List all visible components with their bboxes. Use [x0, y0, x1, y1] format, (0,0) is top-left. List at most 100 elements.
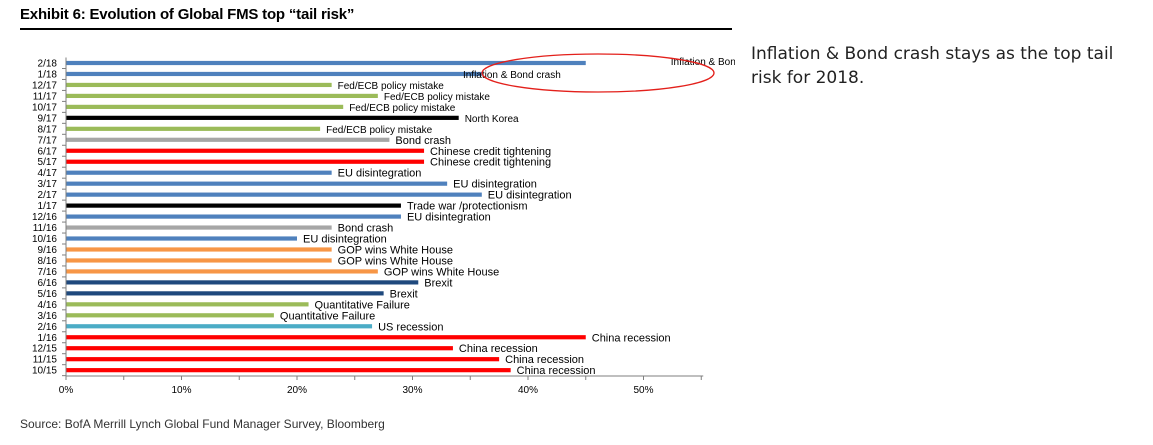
date-tick-label: 5/16: [38, 289, 58, 300]
date-tick-label: 12/17: [32, 80, 57, 91]
x-tick-label: 50%: [633, 385, 653, 396]
bar: [66, 313, 274, 318]
bar: [66, 148, 425, 153]
bar-label: Trade war /protectionism: [407, 201, 528, 213]
bar-label: China recession: [459, 343, 538, 355]
date-tick-label: 11/17: [33, 91, 58, 102]
date-tick-label: 8/16: [38, 256, 58, 267]
date-tick-label: 8/17: [38, 124, 58, 135]
bar-label: Bond crash: [338, 223, 394, 235]
x-tick-label: 10%: [171, 385, 191, 396]
date-tick-label: 5/17: [38, 157, 58, 168]
bar: [66, 170, 332, 175]
bar-label: GOP wins White House: [338, 255, 453, 267]
bar-label: Inflation & Bond crash: [671, 57, 735, 68]
bar: [66, 335, 586, 340]
bar-label: Chinese credit tightening: [430, 146, 551, 158]
title-rule: [20, 28, 732, 30]
bars-layer: 2/18 Inflation & Bond crash 1/18 Inflation …: [32, 57, 735, 377]
date-tick-label: 11/16: [33, 223, 58, 234]
bar: [66, 324, 373, 329]
bar-label: Brexit: [390, 288, 418, 300]
date-tick-label: 4/17: [38, 168, 58, 179]
date-tick-label: 9/16: [38, 245, 58, 256]
bar-label: Quantitative Failure: [280, 310, 375, 322]
date-tick-label: 4/16: [38, 300, 58, 311]
bar-label: Chinese credit tightening: [430, 157, 551, 169]
side-note: Inflation & Bond crash stays as the top …: [751, 44, 1114, 88]
bar: [66, 82, 332, 88]
bar-label: Fed/ECB policy mistake: [338, 81, 445, 92]
highlight-ellipse: [481, 53, 715, 93]
bar-label: US recession: [378, 321, 443, 333]
bar: [66, 203, 401, 208]
x-tick-label: 20%: [287, 385, 307, 396]
bar: [66, 159, 425, 164]
date-tick-label: 2/18: [38, 59, 58, 70]
x-axis: 0% 10% 20% 30% 40% 50%: [59, 57, 704, 396]
date-tick-label: 1/16: [38, 333, 58, 344]
bar: [66, 137, 390, 142]
date-tick-label: 12/16: [32, 212, 57, 223]
bar-label: Brexit: [424, 277, 452, 289]
bar-label: Fed/ECB policy mistake: [384, 92, 491, 103]
bar: [66, 115, 459, 120]
date-tick-label: 2/16: [38, 322, 58, 333]
date-tick-label: 10/16: [32, 234, 57, 245]
date-tick-label: 7/17: [38, 135, 58, 146]
date-tick-label: 10/15: [32, 366, 57, 377]
bar: [66, 236, 297, 241]
bar: [66, 192, 482, 197]
date-tick-label: 9/17: [38, 113, 58, 124]
bar: [66, 247, 332, 252]
bar-label: GOP wins White House: [384, 266, 499, 278]
x-tick-label: 30%: [402, 385, 422, 396]
date-tick-label: 1/17: [38, 201, 58, 212]
bar: [66, 302, 309, 307]
source-note: Source: BofA Merrill Lynch Global Fund M…: [20, 417, 385, 431]
bar: [66, 181, 448, 186]
date-tick-label: 3/16: [38, 311, 58, 322]
bar-label: EU disintegration: [488, 190, 572, 202]
tail-risk-bar-chart: 2/18 Inflation & Bond crash 1/18 Inflation …: [32, 53, 735, 396]
bar: [66, 269, 378, 274]
exhibit-title: Exhibit 6: Evolution of Global FMS top “…: [20, 6, 355, 23]
bar-label: Quantitative Failure: [315, 299, 410, 311]
date-tick-label: 1/18: [38, 69, 58, 80]
bar-label: EU disintegration: [453, 179, 537, 191]
date-tick-label: 7/16: [38, 267, 58, 278]
bar-label: EU disintegration: [338, 168, 422, 180]
x-tick-label: 0%: [59, 385, 74, 396]
bar-label: North Korea: [465, 114, 519, 125]
bar: [66, 368, 511, 373]
bar: [66, 357, 500, 362]
bar-label: GOP wins White House: [338, 244, 453, 256]
bar: [66, 280, 419, 285]
date-tick-label: 6/17: [38, 146, 58, 157]
date-tick-label: 3/17: [38, 179, 58, 190]
bar-label: China recession: [505, 354, 584, 366]
bar-label: Inflation & Bond crash: [463, 70, 561, 81]
date-tick-label: 2/17: [38, 190, 58, 201]
bar: [66, 104, 344, 109]
bar-label: Fed/ECB policy mistake: [326, 125, 433, 136]
date-tick-label: 10/17: [32, 102, 57, 113]
bar-label: EU disintegration: [303, 234, 387, 246]
bar: [66, 93, 378, 99]
date-tick-label: 11/15: [33, 355, 58, 366]
bar-label: China recession: [517, 365, 596, 377]
bar-label: Fed/ECB policy mistake: [349, 103, 456, 114]
bar-label: Bond crash: [395, 135, 451, 147]
bar: [66, 214, 401, 219]
bar: [66, 225, 332, 230]
bar: [66, 346, 453, 351]
x-tick-label: 40%: [518, 385, 538, 396]
bar: [66, 60, 586, 66]
bar-label: EU disintegration: [407, 212, 491, 224]
bar: [66, 126, 321, 131]
bar-label: China recession: [592, 332, 671, 344]
bar: [66, 258, 332, 263]
date-tick-label: 12/15: [32, 344, 57, 355]
date-tick-label: 6/16: [38, 278, 58, 289]
bar: [66, 291, 384, 296]
